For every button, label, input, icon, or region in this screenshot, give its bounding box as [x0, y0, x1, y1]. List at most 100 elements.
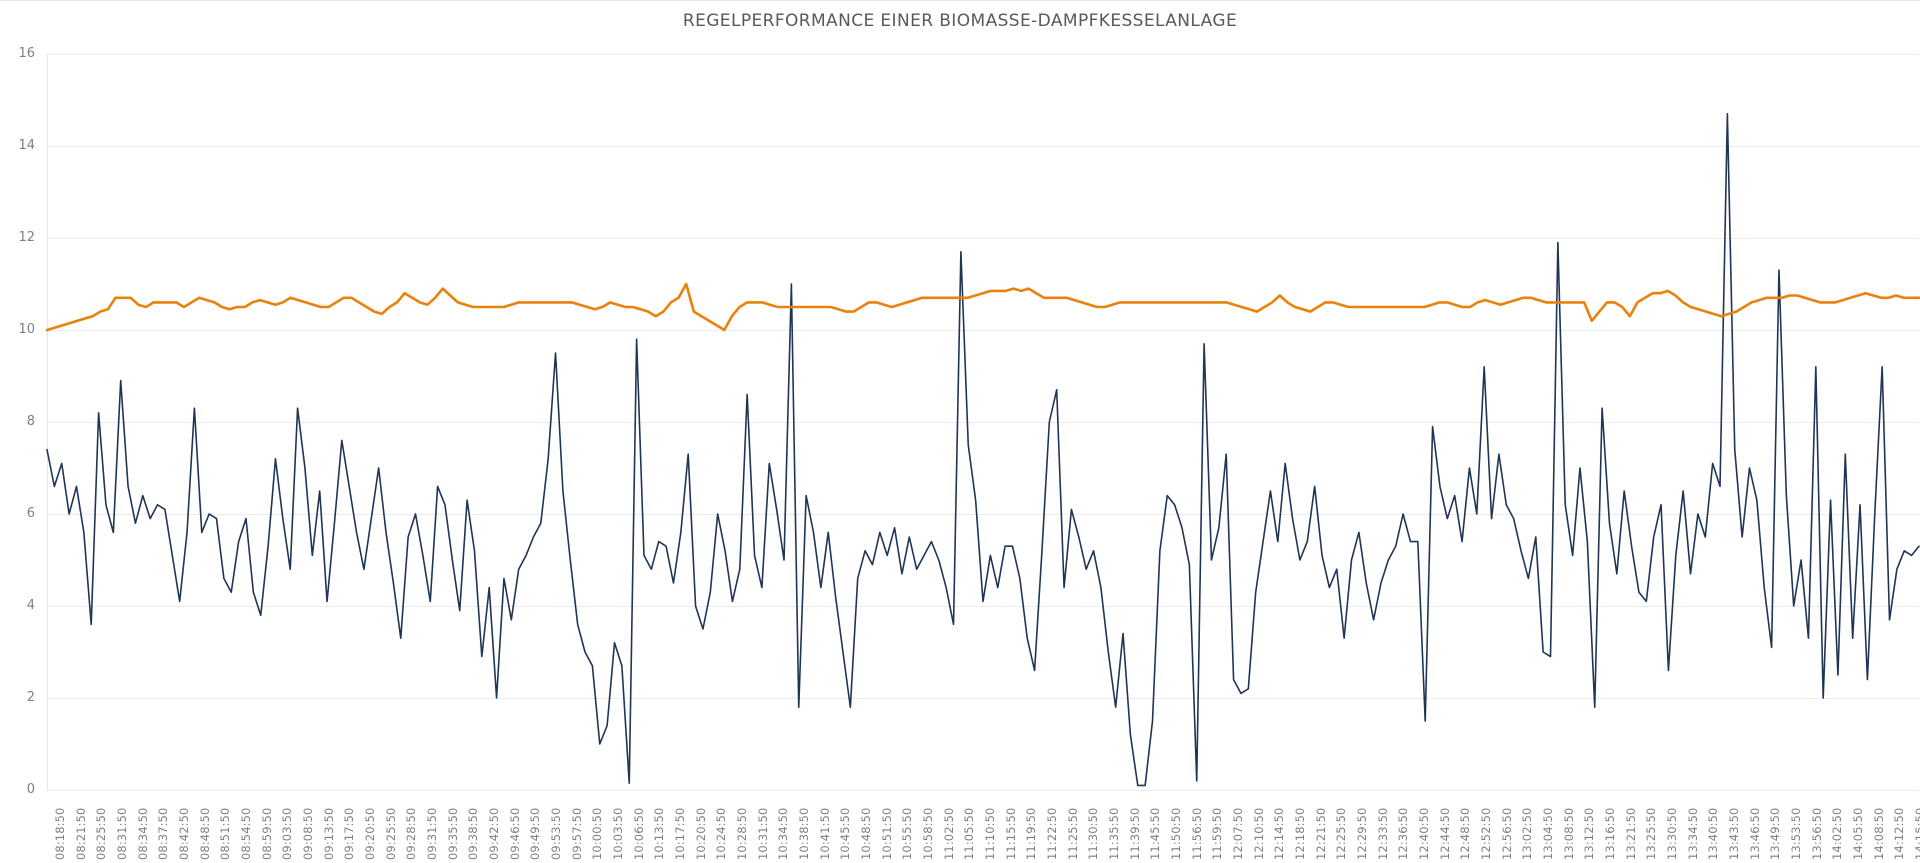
y-axis-tick-label: 6: [26, 506, 35, 521]
x-axis-tick-label: 12:07:50: [1231, 807, 1245, 860]
x-axis-tick-label: 12:18:50: [1293, 807, 1307, 860]
x-axis-tick-label: 14:02:50: [1830, 807, 1845, 860]
x-axis-tick-label: 09:38:50: [466, 807, 481, 860]
x-axis-tick-label: 09:46:50: [507, 807, 522, 860]
x-axis-tick-label: 09:57:50: [569, 807, 584, 860]
x-axis-tick-label: 14:15:50: [1913, 807, 1920, 860]
gridline: [47, 790, 1919, 791]
x-axis-tick-label: 09:08:50: [301, 807, 315, 860]
x-axis-tick-label: 11:22:50: [1045, 807, 1059, 860]
x-axis-tick-label: 11:50:50: [1169, 807, 1183, 860]
gridline: [47, 146, 1919, 147]
y-axis-tick-label: 14: [18, 138, 35, 153]
x-axis-tick-label: 11:10:50: [983, 807, 997, 860]
x-axis-tick-label: 10:34:50: [776, 807, 791, 860]
x-axis-tick-label: 09:17:50: [342, 807, 357, 860]
gridline: [47, 54, 1919, 55]
x-axis-tick-label: 10:06:50: [631, 807, 646, 860]
x-axis-tick-label: 10:03:50: [611, 807, 625, 860]
x-axis-tick-label: 10:58:50: [921, 807, 935, 860]
gridline: [47, 606, 1919, 607]
x-axis-tick-label: 09:03:50: [280, 807, 295, 860]
x-axis-tick-label: 08:21:50: [73, 807, 88, 860]
gridline: [47, 238, 1919, 239]
y-axis-tick-label: 4: [26, 598, 35, 613]
x-axis-tick-label: 14:05:50: [1851, 807, 1865, 860]
x-axis-tick-label: 11:25:50: [1065, 807, 1080, 860]
x-axis-tick-label: 10:45:50: [838, 807, 853, 860]
y-axis-tick-label: 2: [26, 690, 35, 705]
x-axis-tick-label: 13:53:50: [1789, 807, 1803, 860]
gridline: [47, 422, 1919, 423]
x-axis-tick-label: 08:34:50: [135, 807, 150, 860]
x-axis-tick-label: 13:40:50: [1706, 807, 1721, 860]
x-axis-tick-label: 10:24:50: [714, 807, 729, 860]
x-axis-tick-label: 11:56:50: [1189, 807, 1204, 860]
x-axis-tick-label: 08:25:50: [94, 807, 109, 860]
x-axis-tick-label: 09:49:50: [528, 807, 543, 860]
x-axis-tick-label: 10:38:50: [797, 807, 811, 860]
x-axis-tick-label: 14:12:50: [1892, 807, 1907, 860]
x-axis-tick-label: 13:30:50: [1665, 807, 1679, 860]
series-lines: [47, 54, 1919, 790]
x-axis-tick-label: 11:30:50: [1086, 807, 1101, 860]
x-axis-tick-label: 12:52:50: [1479, 807, 1493, 860]
x-axis-tick-label: 13:21:50: [1623, 807, 1638, 860]
x-axis-tick-label: 13:25:50: [1644, 807, 1659, 860]
x-axis-tick-label: 12:56:50: [1499, 807, 1514, 860]
x-axis-tick-label: 12:25:50: [1334, 807, 1349, 860]
x-axis-tick-label: 08:59:50: [259, 807, 274, 860]
x-axis-tick-label: 13:04:50: [1541, 807, 1555, 860]
x-axis-tick-label: 10:41:50: [817, 807, 832, 860]
x-axis-tick-label: 13:34:50: [1685, 807, 1700, 860]
x-axis-tick-label: 11:19:50: [1024, 807, 1039, 860]
series-line-2: [47, 284, 1919, 330]
x-axis-tick-label: 11:39:50: [1127, 807, 1142, 860]
x-axis-tick-label: 12:40:50: [1417, 807, 1431, 860]
series-line-1: [47, 114, 1919, 786]
y-axis-tick-label: 8: [26, 414, 35, 429]
x-axis-tick-label: 09:31:50: [425, 807, 439, 860]
x-axis-tick-label: 08:37:50: [156, 807, 171, 860]
x-axis-tick-label: 13:56:50: [1809, 807, 1824, 860]
x-axis-tick-label: 09:13:50: [321, 807, 336, 860]
x-axis-tick-label: 12:33:50: [1375, 807, 1390, 860]
x-axis-tick-label: 12:14:50: [1272, 807, 1287, 860]
x-axis-tick-label: 11:15:50: [1003, 807, 1018, 860]
x-axis-tick-label: 12:48:50: [1458, 807, 1473, 860]
x-axis-tick-label: 10:31:50: [755, 807, 770, 860]
x-axis-tick-label: 10:17:50: [673, 807, 687, 860]
x-axis-tick-label: 10:28:50: [735, 807, 749, 860]
x-axis-tick-label: 10:51:50: [879, 807, 894, 860]
y-axis-tick-label: 10: [18, 322, 35, 337]
x-axis-tick-label: 12:44:50: [1437, 807, 1452, 860]
y-axis-tick-label: 0: [26, 782, 35, 797]
x-axis-ticks: 08:18:50 08:21:50 08:25:50 08:31:50 08:34:50…: [47, 794, 1920, 863]
x-axis-tick-label: 11:45:50: [1148, 807, 1163, 860]
x-axis-tick-label: 10:48:50: [859, 807, 873, 860]
x-axis-tick-label: 13:16:50: [1603, 807, 1617, 860]
x-axis-tick-label: 10:00:50: [590, 807, 605, 860]
x-axis-tick-label: 11:35:50: [1107, 807, 1121, 860]
x-axis-tick-label: 13:49:50: [1768, 807, 1783, 860]
plot-area: [47, 54, 1919, 791]
x-axis-tick-label: 08:18:50: [53, 807, 67, 860]
x-axis-tick-label: 10:13:50: [652, 807, 667, 860]
top-divider: [0, 0, 1920, 1]
x-axis-tick-label: 14:08:50: [1871, 807, 1886, 860]
x-axis-tick-label: 09:28:50: [404, 807, 419, 860]
x-axis-tick-label: 09:20:50: [363, 807, 377, 860]
x-axis-tick-label: 09:35:50: [445, 807, 460, 860]
x-axis-tick-label: 11:59:50: [1210, 807, 1225, 860]
x-axis-tick-label: 12:21:50: [1313, 807, 1328, 860]
x-axis-tick-label: 09:53:50: [549, 807, 563, 860]
gridline: [47, 698, 1919, 699]
x-axis-tick-label: 08:48:50: [197, 807, 212, 860]
x-axis-tick-label: 11:05:50: [962, 807, 977, 860]
x-axis-tick-label: 13:08:50: [1561, 807, 1576, 860]
chart-title: REGELPERFORMANCE EINER BIOMASSE-DAMPFKES…: [682, 11, 1238, 31]
x-axis-tick-label: 11:02:50: [941, 807, 956, 860]
x-axis-tick-label: 12:10:50: [1251, 807, 1266, 860]
x-axis-tick-label: 08:42:50: [177, 807, 191, 860]
